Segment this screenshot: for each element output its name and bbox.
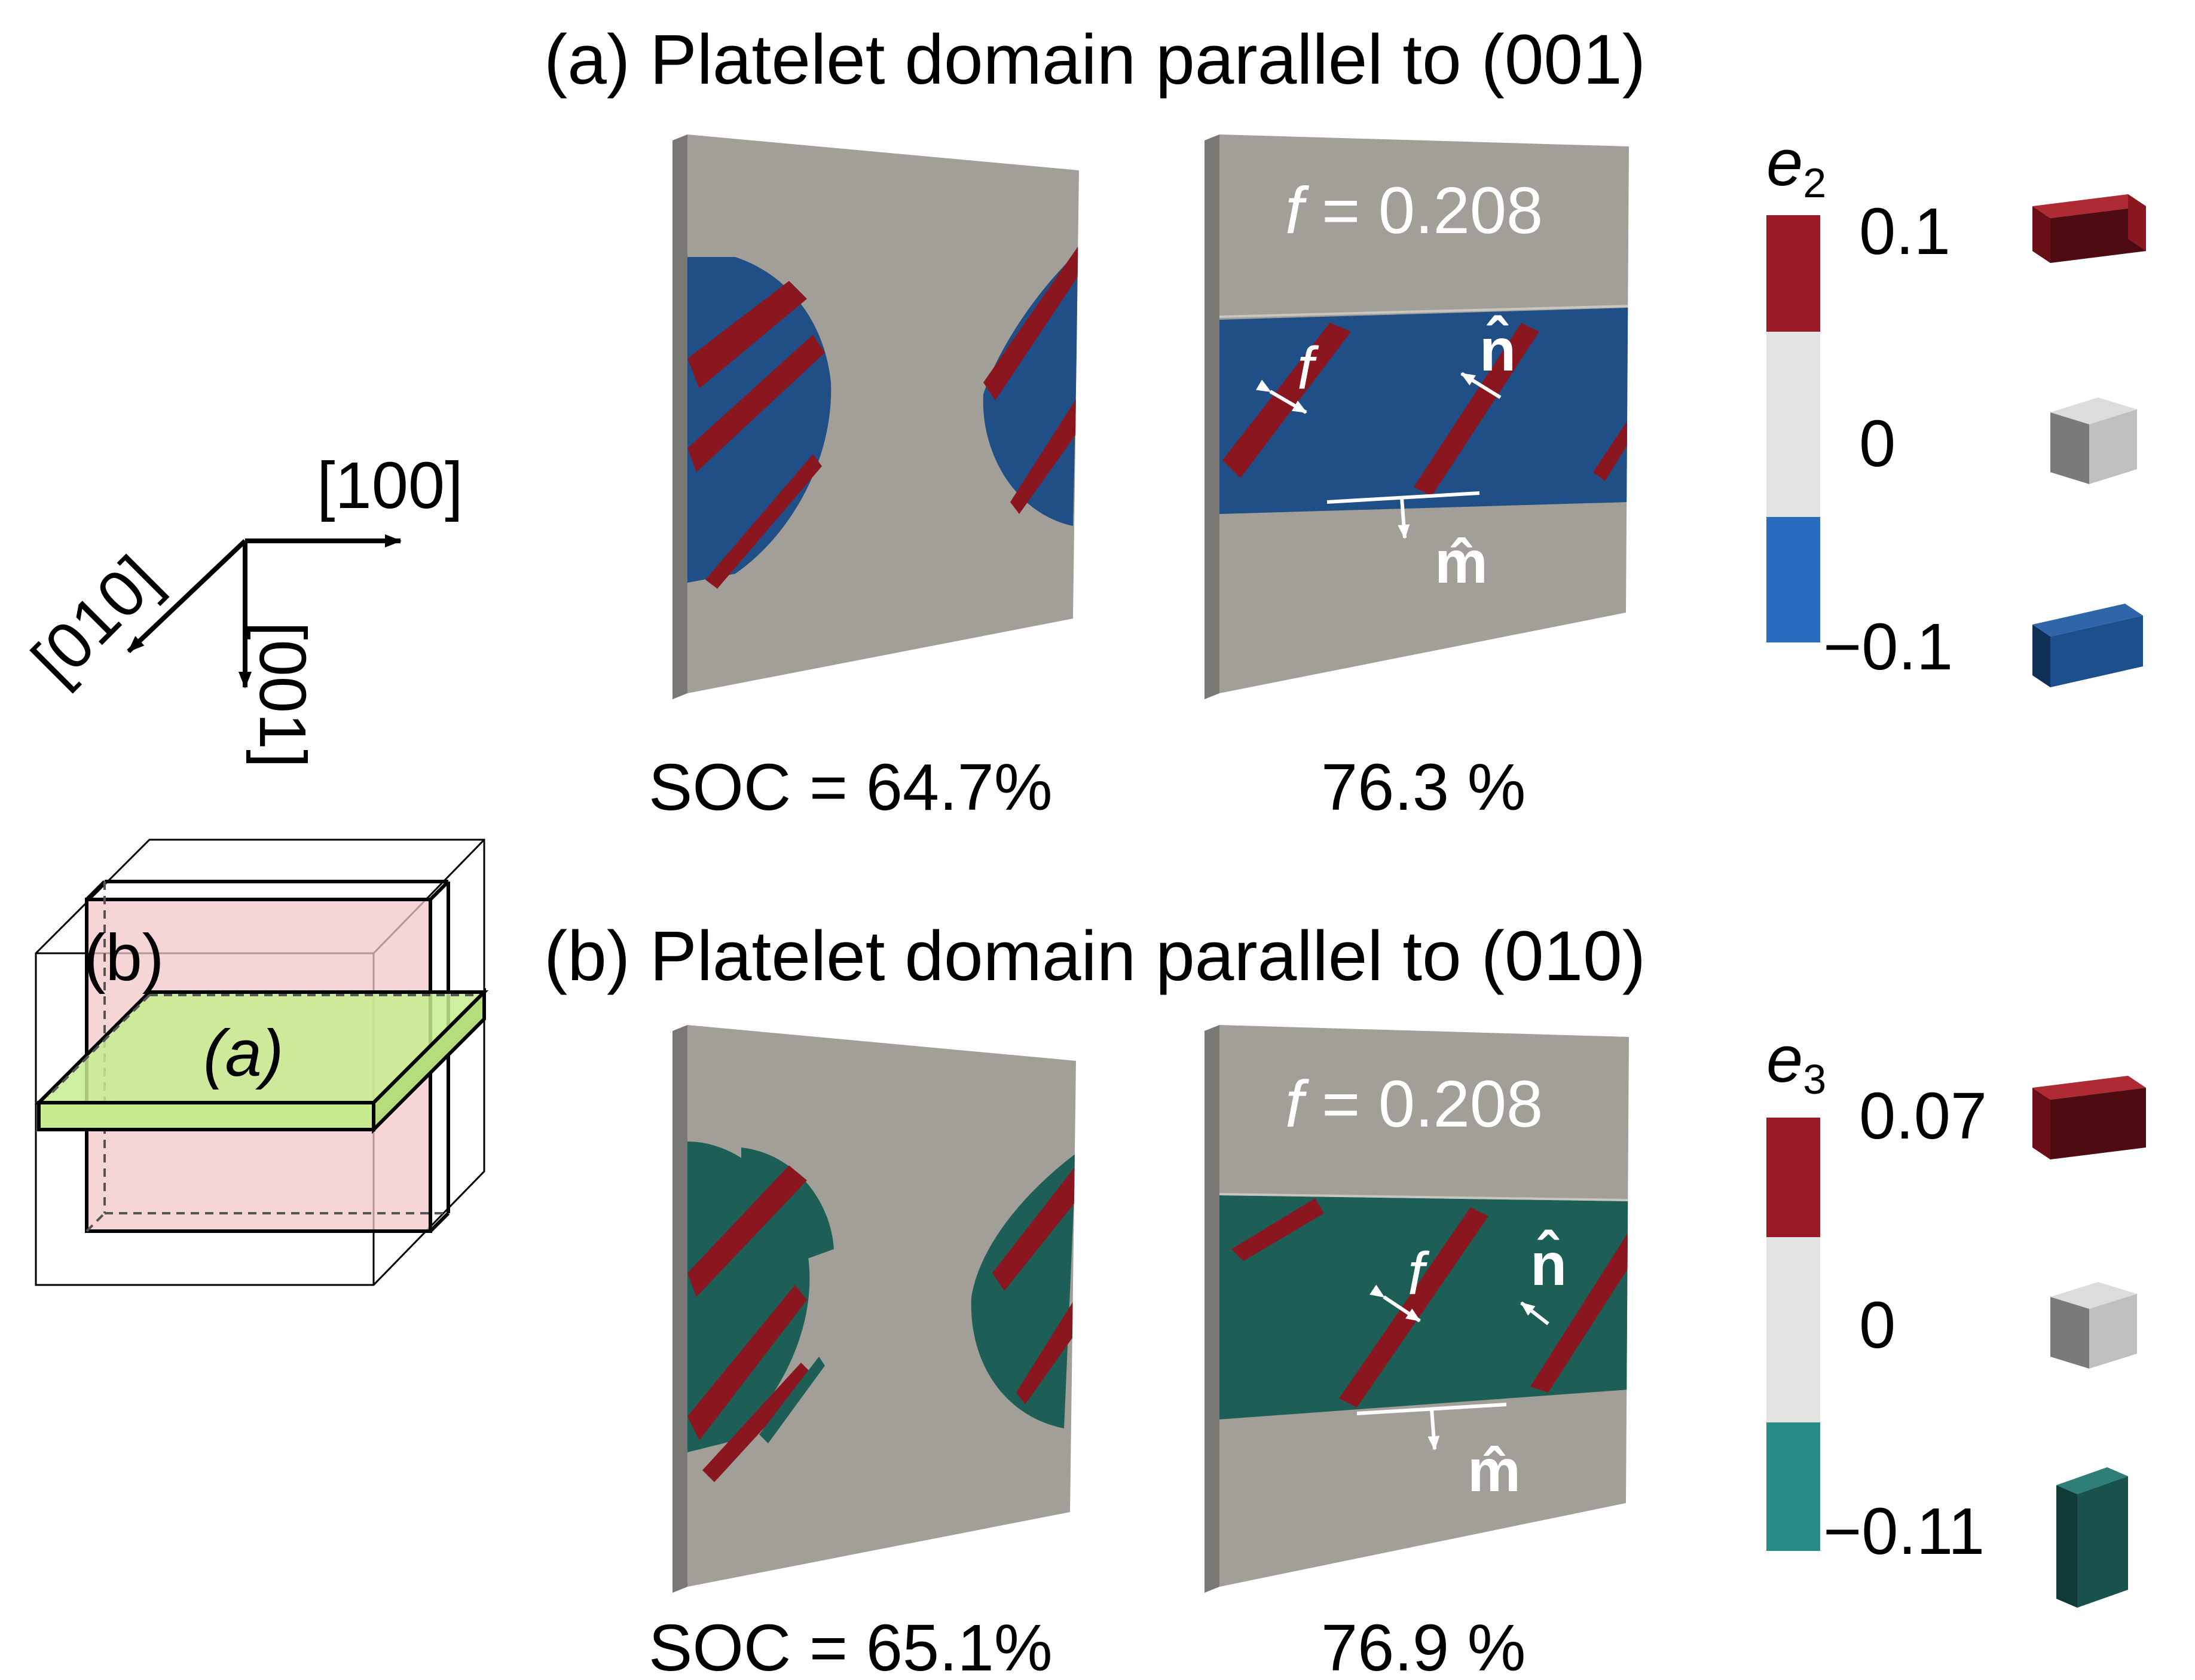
panel-b-title: (b) Platelet domain parallel to (010) [544,917,1646,996]
cube-b-mid-icon [2050,1282,2137,1369]
cube-b-high-icon [2032,1076,2146,1159]
panel-b-n-label: n̂ [1530,1229,1567,1298]
panel-b-soc-left: SOC = 65.1% [649,1611,1053,1680]
panel-a-f-arrow [1255,380,1307,414]
colorbar-b-low [1766,1422,1820,1551]
cube-a-mid-icon [2050,397,2137,484]
colorbar-b-high [1766,1118,1820,1237]
colorbar-a-low [1766,517,1820,642]
colorbar-b-mid [1766,1237,1820,1422]
panel-a-colorbar: e2 0.1 0 −0.1 [1766,126,2146,687]
panel-a-m-arrow [1398,497,1410,539]
cube-inset: (b) (a) [34,839,489,1286]
panel-a-title: (a) Platelet domain parallel to (001) [544,20,1646,99]
cube-b-low-icon [2056,1467,2128,1608]
panel-b-m-line [1356,1403,1507,1415]
panel-b-f-value: f = 0.208 [1285,1067,1543,1141]
colorbar-b-tick-low: −0.11 [1823,1495,1985,1568]
panel-a-m-label: m̂ [1435,529,1488,596]
panel-b-m-label: m̂ [1468,1437,1521,1504]
axis-y-label: [010] [18,542,173,697]
axis-x-label: [100] [317,449,463,522]
panel-a-soc-left: SOC = 64.7% [649,751,1053,824]
colorbar-a-tick-high: 0.1 [1859,195,1951,268]
panel-a-colorbar-label: e2 [1766,126,1826,206]
panel-a-slab-right: f = 0.208 f n̂ m̂ [1205,134,1629,699]
panel-b-colorbar-label: e3 [1766,1023,1826,1103]
panel-a-soc-right: 76.3 % [1321,751,1526,824]
colorbar-a-tick-low: −0.1 [1823,610,1953,684]
panel-b-slab-left [672,1025,1076,1593]
panel-b-soc-right: 76.9 % [1321,1611,1526,1680]
inset-label-a: (a) [203,1017,283,1090]
colorbar-a-mid [1766,332,1820,517]
colorbar-a-tick-mid: 0 [1859,407,1896,481]
cube-a-high-icon [2032,194,2146,263]
panel-a-slab-left [672,134,1079,699]
panel-b-n-arrow [1520,1301,1549,1326]
panel-a-m-line [1326,491,1480,504]
cube-a-low-icon [2032,604,2143,687]
colorbar-b-tick-high: 0.07 [1859,1079,1987,1153]
inset-label-b: (b) [84,921,164,994]
colorbar-b-tick-mid: 0 [1859,1289,1896,1362]
panel-b-f-arrow [1369,1284,1421,1323]
panel-b-colorbar: e3 0.07 0 −0.11 [1766,1023,2146,1608]
axis-z-label: [001] [246,622,319,768]
colorbar-a-high [1766,215,1820,332]
crystal-axes: [100] [010] [001] [18,449,463,768]
panel-a-n-label: n̂ [1479,315,1516,384]
panel-a-f-value: f = 0.208 [1285,174,1543,247]
panel-a-n-arrow [1460,372,1502,399]
panel-b-m-arrow [1427,1409,1440,1451]
panel-b-slab-right: f = 0.208 f n̂ m̂ [1205,1025,1629,1593]
